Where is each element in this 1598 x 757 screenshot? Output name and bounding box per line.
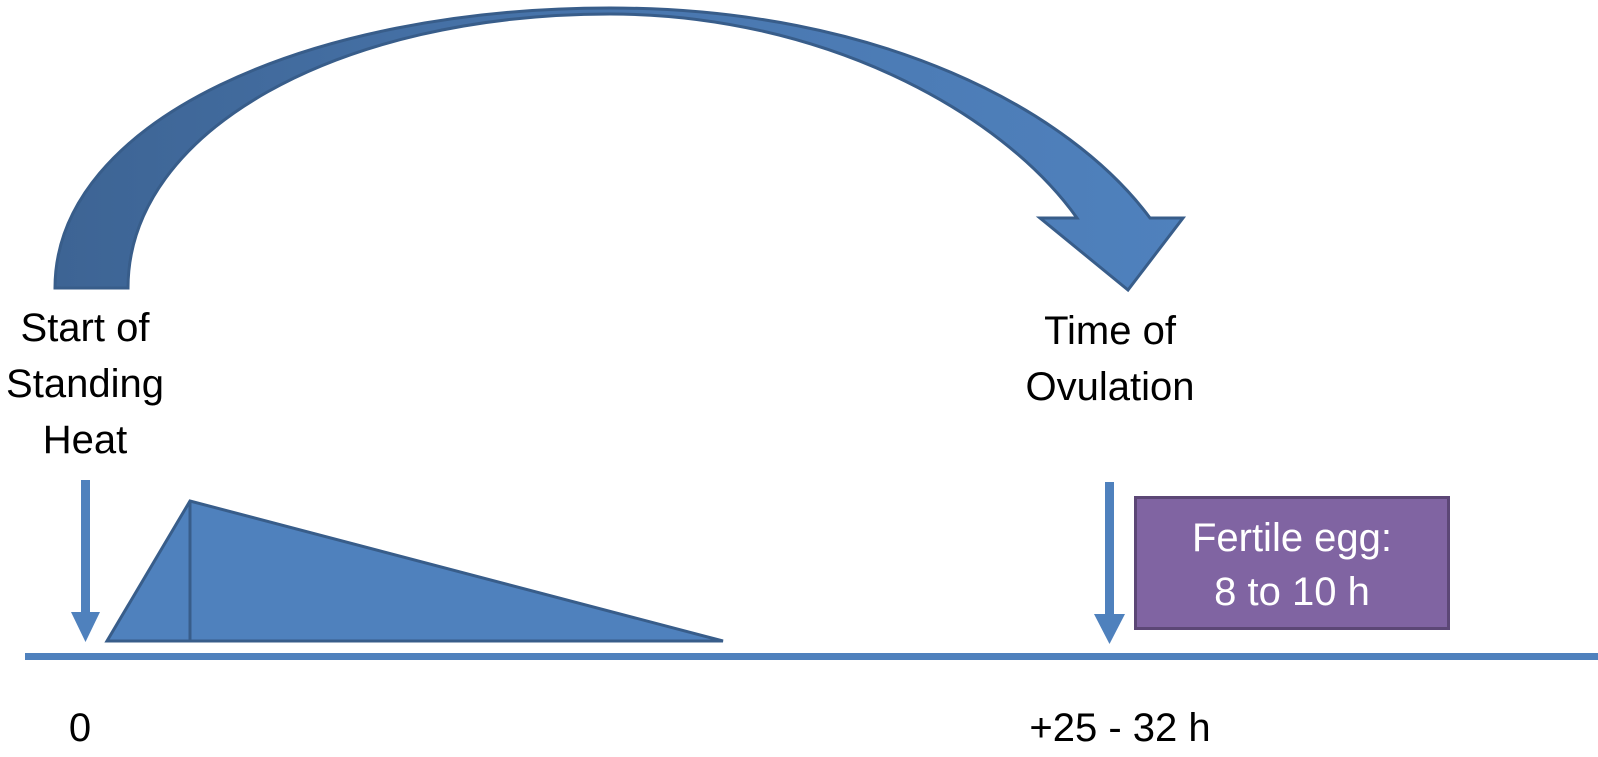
start-of-standing-heat-label: Start of Standing Heat: [0, 300, 170, 468]
ovulation-label-line: Ovulation: [1025, 365, 1195, 409]
start-down-arrow: [71, 480, 100, 642]
start-label-line: Heat: [42, 418, 128, 462]
start-label-line: Standing: [6, 362, 164, 406]
fertile-egg-line: Fertile egg:: [1191, 516, 1393, 560]
timeline-tick-ovulation: +25 - 32 h: [1029, 706, 1211, 750]
heat-triangle: [104, 499, 724, 643]
timeline-line: [25, 653, 1598, 660]
ovulation-label-line: Time of: [1044, 309, 1176, 353]
timeline-tick-start: 0: [68, 706, 92, 750]
ovulation-down-arrow: [1094, 482, 1125, 644]
curved-arrow: [53, 6, 1187, 293]
time-of-ovulation-label: Time of Ovulation: [1000, 303, 1220, 415]
fertile-egg-box: Fertile egg: 8 to 10 h: [1134, 496, 1450, 630]
start-label-line: Start of: [20, 306, 150, 350]
fertile-egg-line: 8 to 10 h: [1214, 570, 1370, 614]
